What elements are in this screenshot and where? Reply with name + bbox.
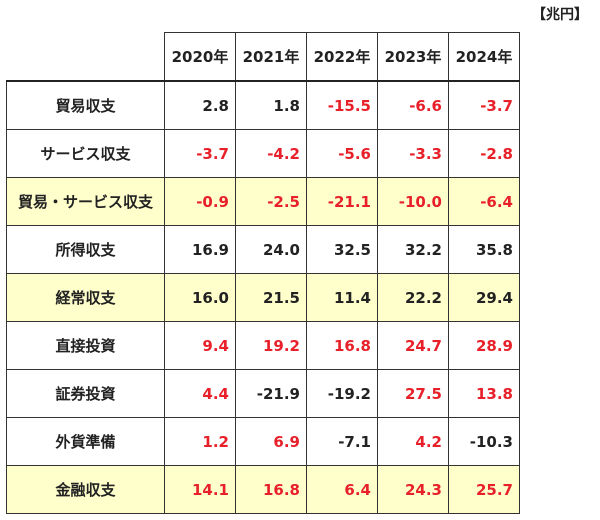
table-row: 貿易収支 2.8 1.8 -15.5 -6.6 -3.7 (6, 80, 520, 130)
value-cell: 2.8 (164, 80, 236, 130)
row-label: 貿易・サービス収支 (6, 177, 165, 226)
row-label: 外貨準備 (6, 417, 165, 466)
corner-cell (7, 33, 165, 82)
value-cell: -2.8 (448, 129, 520, 178)
value-cell: 14.1 (164, 465, 236, 514)
value-cell: -5.6 (306, 129, 378, 178)
table-row: 経常収支 16.0 21.5 11.4 22.2 29.4 (6, 273, 520, 322)
value-cell: 6.4 (306, 465, 378, 514)
value-cell: -19.2 (306, 369, 378, 418)
value-cell: -10.3 (448, 417, 520, 466)
value-cell: 29.4 (448, 273, 520, 322)
value-cell: 1.2 (164, 417, 236, 466)
table-row: 証券投資 4.4 -21.9 -19.2 27.5 13.8 (6, 369, 520, 418)
table-row: 所得収支 16.9 24.0 32.5 32.2 35.8 (6, 225, 520, 274)
row-label: 経常収支 (6, 273, 165, 322)
value-cell: 16.0 (164, 273, 236, 322)
value-cell: 35.8 (448, 225, 520, 274)
value-cell: 25.7 (448, 465, 520, 514)
value-cell: 4.4 (164, 369, 236, 418)
row-label: サービス収支 (6, 129, 165, 178)
column-header: 2024年 (448, 32, 520, 82)
value-cell: 16.9 (164, 225, 236, 274)
table-row: サービス収支 -3.7 -4.2 -5.6 -3.3 -2.8 (6, 129, 520, 178)
value-cell: -3.3 (377, 129, 449, 178)
table-row: 金融収支 14.1 16.8 6.4 24.3 25.7 (6, 465, 520, 514)
value-cell: -3.7 (164, 129, 236, 178)
value-cell: 22.2 (377, 273, 449, 322)
value-cell: 9.4 (164, 321, 236, 370)
table-row: 直接投資 9.4 19.2 16.8 24.7 28.9 (6, 321, 520, 370)
value-cell: 32.2 (377, 225, 449, 274)
value-cell: 13.8 (448, 369, 520, 418)
unit-label: 【兆円】 (532, 7, 588, 23)
value-cell: 24.3 (377, 465, 449, 514)
row-label: 金融収支 (6, 465, 165, 514)
value-cell: -2.5 (235, 177, 307, 226)
column-header: 2020年 (164, 32, 236, 82)
header-row: 2020年 2021年 2022年 2023年 2024年 (7, 32, 520, 82)
value-cell: 28.9 (448, 321, 520, 370)
value-cell: 1.8 (235, 80, 307, 130)
value-cell: 16.8 (306, 321, 378, 370)
row-label: 所得収支 (6, 225, 165, 274)
value-cell: -21.1 (306, 177, 378, 226)
value-cell: 24.0 (235, 225, 307, 274)
value-cell: -21.9 (235, 369, 307, 418)
row-label: 直接投資 (6, 321, 165, 370)
value-cell: -6.4 (448, 177, 520, 226)
value-cell: 19.2 (235, 321, 307, 370)
column-header: 2022年 (306, 32, 378, 82)
value-cell: 24.7 (377, 321, 449, 370)
value-cell: -0.9 (164, 177, 236, 226)
column-header: 2023年 (377, 32, 449, 82)
value-cell: 16.8 (235, 465, 307, 514)
value-cell: 4.2 (377, 417, 449, 466)
value-cell: 27.5 (377, 369, 449, 418)
value-cell: -4.2 (235, 129, 307, 178)
value-cell: 11.4 (306, 273, 378, 322)
value-cell: -6.6 (377, 80, 449, 130)
value-cell: 21.5 (235, 273, 307, 322)
value-cell: 32.5 (306, 225, 378, 274)
value-cell: 6.9 (235, 417, 307, 466)
row-label: 証券投資 (6, 369, 165, 418)
value-cell: -15.5 (306, 80, 378, 130)
column-header: 2021年 (235, 32, 307, 82)
table-row: 外貨準備 1.2 6.9 -7.1 4.2 -10.3 (6, 417, 520, 466)
table-row: 貿易・サービス収支 -0.9 -2.5 -21.1 -10.0 -6.4 (6, 177, 520, 226)
value-cell: -7.1 (306, 417, 378, 466)
balance-of-payments-table: 2020年 2021年 2022年 2023年 2024年 貿易収支 2.8 1.8 -15.… (6, 32, 520, 514)
value-cell: -10.0 (377, 177, 449, 226)
row-label: 貿易収支 (6, 80, 165, 130)
value-cell: -3.7 (448, 80, 520, 130)
